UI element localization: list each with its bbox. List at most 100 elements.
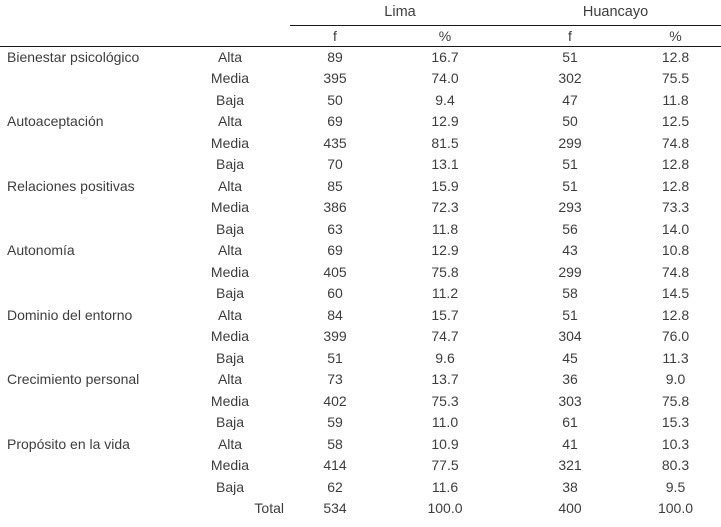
huancayo-f-value: 36	[562, 371, 578, 388]
lima-percent-value: 11.8	[431, 220, 459, 237]
stat-header-row: f % f %	[0, 25, 721, 47]
lima-f-value: 405	[323, 263, 347, 280]
level-label: Baja	[215, 220, 245, 237]
table-row: Media 405 75.8 299 74.8	[0, 261, 721, 283]
table-header: Lima Huancayo f % f %	[0, 0, 721, 47]
table-row: Media 414 77.5 321 80.3	[0, 455, 721, 477]
huancayo-f-value: 47	[562, 91, 578, 108]
dimension-label	[0, 68, 170, 90]
level-label: Media	[210, 328, 250, 345]
table-row: Baja 70 13.1 51 12.8	[0, 154, 721, 176]
level-label: Alta	[217, 371, 243, 388]
dimension-label: Propósito en la vida	[7, 435, 130, 452]
lima-f-value: 73	[327, 371, 343, 388]
lima-f-value: 69	[327, 242, 343, 259]
lima-f-value: 414	[323, 457, 347, 474]
dimension-label: Autonomía	[7, 242, 75, 259]
lima-percent-value: 12.9	[431, 242, 459, 259]
dimension-label: Relaciones positivas	[7, 177, 135, 194]
lima-percent-value: 9.6	[435, 349, 455, 366]
lima-percent-value: 15.7	[431, 306, 459, 323]
lima-percent-value: 15.9	[431, 177, 459, 194]
lima-f-value: 62	[327, 478, 343, 495]
lima-percent-value: 11.6	[431, 478, 459, 495]
huancayo-percent-value: 75.5	[661, 70, 690, 87]
huancayo-f-value: 45	[562, 349, 578, 366]
huancayo-f-value: 299	[558, 134, 582, 151]
empty-header-cell	[170, 0, 290, 25]
dimension-label	[0, 347, 170, 369]
huancayo-f-value: 299	[558, 263, 582, 280]
huancayo-percent-value: 9.5	[665, 478, 686, 495]
lima-percent-header: %	[380, 25, 510, 47]
table-row: Media 399 74.7 304 76.0	[0, 326, 721, 348]
level-label: Baja	[215, 349, 245, 366]
table-row: Baja 63 11.8 56 14.0	[0, 218, 721, 240]
huancayo-f-value: 41	[562, 435, 578, 452]
huancayo-percent-value: 11.8	[662, 91, 689, 108]
lima-percent-value: 11.0	[431, 414, 459, 431]
level-label: Baja	[215, 285, 245, 302]
dimension-label	[0, 498, 170, 520]
dimension-label	[0, 476, 170, 498]
dimension-label: Crecimiento personal	[7, 371, 140, 388]
level-label: Media	[210, 199, 250, 216]
lima-percent-value: 13.7	[431, 371, 459, 388]
table-row: Total 534 100.0 400 100.0	[0, 498, 721, 520]
huancayo-percent-value: 9.0	[665, 371, 686, 388]
level-label: Alta	[217, 113, 243, 130]
lima-percent-value: 75.3	[431, 392, 459, 409]
lima-percent-value: 81.5	[431, 134, 459, 151]
table-row: Crecimiento personal Alta 73 13.7 36 9.0	[0, 369, 721, 391]
huancayo-f-value: 321	[558, 457, 582, 474]
empty-header-cell	[0, 0, 170, 25]
level-label: Alta	[217, 242, 243, 259]
huancayo-f-value: 56	[562, 220, 578, 237]
lima-percent-value: 9.4	[435, 91, 455, 108]
huancayo-percent-value: 11.3	[662, 349, 689, 366]
lima-percent-value: 74.7	[431, 328, 459, 345]
lima-f-value: 89	[327, 49, 343, 65]
lima-f-value: 59	[327, 414, 343, 431]
empty-header-cell	[0, 25, 170, 47]
dimension-label	[0, 132, 170, 154]
dimension-label	[0, 89, 170, 111]
huancayo-f-value: 303	[558, 392, 582, 409]
level-label: Media	[210, 392, 250, 409]
huancayo-f-header: f	[510, 25, 630, 47]
level-label: Media	[210, 457, 250, 474]
lima-f-header: f	[290, 25, 380, 47]
city-header-huancayo: Huancayo	[510, 0, 721, 26]
huancayo-f-value: 38	[562, 478, 578, 495]
lima-percent-value: 10.9	[431, 435, 459, 452]
table-row: Baja 59 11.0 61 15.3	[0, 412, 721, 434]
huancayo-percent-value: 12.8	[661, 177, 690, 194]
huancayo-percent-value: 12.8	[661, 156, 690, 173]
table-row: Dominio del entorno Alta 84 15.7 51 12.8	[0, 304, 721, 326]
huancayo-percent-value: 14.5	[661, 285, 690, 302]
lima-f-value: 402	[323, 392, 347, 409]
level-label: Alta	[217, 177, 243, 194]
level-label: Baja	[215, 414, 245, 431]
huancayo-percent-value: 12.8	[661, 306, 690, 323]
lima-f-value: 386	[323, 199, 347, 216]
lima-percent-value: 11.2	[431, 285, 459, 302]
lima-f-value: 69	[327, 113, 343, 130]
lima-percent-value: 72.3	[431, 199, 459, 216]
dimension-label	[0, 390, 170, 412]
huancayo-f-value: 61	[562, 414, 578, 431]
huancayo-percent-value: 15.3	[661, 414, 690, 431]
table-body: Bienestar psicológico Alta 89 16.7 51 12…	[0, 46, 721, 519]
table-row: Bienestar psicológico Alta 89 16.7 51 12…	[0, 46, 721, 68]
lima-f-value: 51	[327, 349, 343, 366]
lima-f-value: 534	[323, 500, 347, 517]
lima-f-value: 70	[327, 156, 343, 173]
huancayo-percent-value: 80.3	[661, 457, 690, 474]
lima-percent-value: 74.0	[431, 70, 459, 87]
level-label: Baja	[215, 91, 245, 108]
lima-f-value: 60	[327, 285, 343, 302]
dimension-label: Bienestar psicológico	[7, 49, 140, 65]
huancayo-percent-value: 12.8	[661, 49, 690, 65]
